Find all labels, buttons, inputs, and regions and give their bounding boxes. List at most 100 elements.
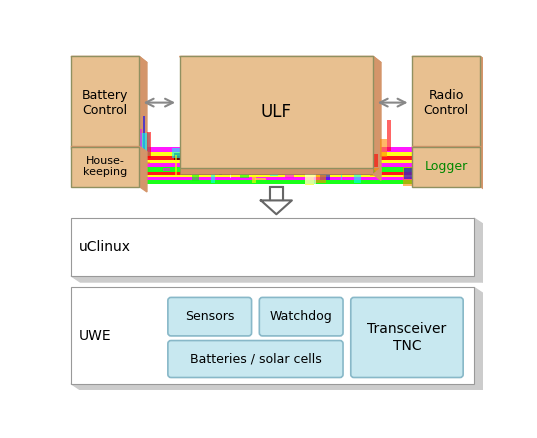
Polygon shape bbox=[480, 57, 488, 155]
Bar bbox=[90, 164, 97, 168]
Bar bbox=[453, 137, 458, 167]
Bar bbox=[107, 157, 113, 161]
Bar bbox=[179, 147, 186, 160]
Bar bbox=[355, 161, 363, 173]
Bar bbox=[413, 145, 416, 171]
Bar bbox=[71, 287, 474, 384]
Bar bbox=[71, 156, 480, 160]
Bar bbox=[336, 138, 347, 155]
Text: UWE: UWE bbox=[79, 328, 111, 343]
Bar bbox=[360, 162, 362, 170]
Bar bbox=[341, 147, 345, 167]
Polygon shape bbox=[71, 384, 483, 390]
Text: Battery
Control: Battery Control bbox=[82, 88, 128, 117]
Bar bbox=[172, 148, 180, 158]
Bar bbox=[293, 152, 299, 162]
Bar bbox=[434, 173, 439, 182]
Bar bbox=[305, 126, 307, 156]
Bar bbox=[292, 129, 300, 163]
Bar bbox=[240, 174, 249, 178]
Bar bbox=[276, 136, 286, 162]
Bar bbox=[235, 148, 241, 159]
Bar bbox=[71, 177, 480, 180]
Bar bbox=[71, 146, 480, 150]
Bar bbox=[113, 142, 117, 150]
Bar bbox=[255, 178, 266, 180]
Bar bbox=[359, 153, 367, 157]
Text: Batteries / solar cells: Batteries / solar cells bbox=[190, 353, 321, 366]
Bar bbox=[403, 167, 413, 186]
Bar bbox=[140, 162, 150, 164]
Bar bbox=[183, 157, 188, 173]
Text: Transceiver
TNC: Transceiver TNC bbox=[367, 322, 447, 353]
Bar bbox=[266, 154, 273, 160]
Bar bbox=[185, 137, 192, 172]
Bar bbox=[222, 143, 230, 162]
Bar bbox=[354, 160, 361, 183]
Bar bbox=[71, 150, 480, 152]
Polygon shape bbox=[480, 146, 488, 192]
Bar bbox=[243, 159, 247, 163]
Bar bbox=[82, 154, 88, 178]
Bar bbox=[228, 138, 240, 169]
Bar bbox=[71, 57, 139, 149]
Bar bbox=[71, 146, 480, 187]
Bar bbox=[304, 172, 316, 184]
Bar bbox=[277, 160, 284, 168]
Bar bbox=[140, 133, 150, 156]
Bar bbox=[71, 152, 480, 156]
Polygon shape bbox=[71, 146, 147, 152]
Bar bbox=[207, 119, 209, 149]
Bar bbox=[270, 187, 282, 201]
Bar bbox=[219, 163, 222, 175]
Bar bbox=[252, 175, 256, 183]
Text: Radio
Control: Radio Control bbox=[424, 88, 469, 117]
Bar bbox=[461, 138, 470, 159]
Bar bbox=[282, 114, 286, 149]
Polygon shape bbox=[474, 287, 483, 390]
Bar bbox=[265, 155, 267, 170]
Text: Watchdog: Watchdog bbox=[270, 310, 332, 323]
Bar bbox=[218, 160, 222, 166]
Text: House-
keeping: House- keeping bbox=[83, 156, 127, 177]
Bar bbox=[437, 160, 444, 174]
Bar bbox=[88, 155, 97, 170]
Bar bbox=[359, 120, 360, 150]
Bar bbox=[270, 166, 278, 177]
Bar bbox=[71, 184, 480, 187]
Bar bbox=[213, 141, 221, 161]
Bar bbox=[71, 218, 474, 276]
Bar bbox=[71, 146, 139, 187]
Bar bbox=[71, 167, 480, 172]
Bar bbox=[100, 148, 105, 174]
Bar bbox=[380, 139, 387, 157]
Bar bbox=[387, 120, 391, 152]
Bar bbox=[147, 132, 151, 159]
Polygon shape bbox=[373, 57, 381, 174]
Bar bbox=[430, 138, 438, 151]
Bar bbox=[163, 167, 170, 171]
Text: Logger: Logger bbox=[424, 160, 468, 173]
Bar bbox=[81, 160, 86, 172]
Text: uClinux: uClinux bbox=[79, 240, 130, 254]
Bar bbox=[179, 168, 373, 174]
Bar bbox=[404, 168, 412, 179]
Bar bbox=[315, 175, 325, 183]
FancyBboxPatch shape bbox=[259, 297, 343, 336]
Polygon shape bbox=[71, 57, 147, 63]
Bar bbox=[341, 160, 342, 180]
Text: Sensors: Sensors bbox=[185, 310, 235, 323]
Bar bbox=[176, 155, 177, 175]
FancyBboxPatch shape bbox=[351, 297, 463, 378]
Bar bbox=[330, 149, 331, 173]
Bar bbox=[303, 153, 310, 159]
Bar bbox=[211, 162, 215, 183]
Bar bbox=[331, 145, 337, 162]
Polygon shape bbox=[373, 168, 381, 180]
Bar bbox=[71, 172, 480, 175]
Polygon shape bbox=[71, 276, 483, 282]
Bar bbox=[71, 175, 480, 177]
Bar bbox=[85, 130, 93, 151]
Bar bbox=[91, 150, 98, 174]
Bar bbox=[143, 116, 145, 151]
